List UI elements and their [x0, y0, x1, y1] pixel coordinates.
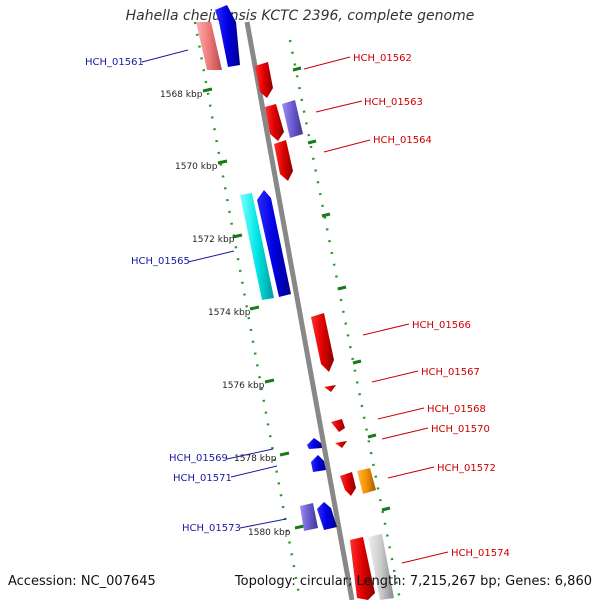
gene-label-hch-01561[interactable]: HCH_01561 [85, 57, 144, 68]
gene-glyph-hch-01561[interactable] [215, 5, 240, 67]
right-scale-ticks [292, 66, 391, 512]
gene-glyph-hch-01574[interactable] [350, 537, 375, 600]
gene-glyph[interactable] [300, 503, 318, 531]
gene-glyph-hch-01573[interactable] [317, 502, 337, 530]
left-scale-ticks [202, 87, 305, 530]
scale-label: 1570 kbp [175, 162, 218, 172]
gene-glyph[interactable] [357, 468, 376, 494]
left-guide-line [193, 21, 302, 600]
scale-label: 1572 kbp [192, 235, 235, 245]
scale-label: 1576 kbp [222, 381, 265, 391]
gene-glyph-hch-01571[interactable] [311, 455, 326, 472]
gene-label-hch-01569[interactable]: HCH_01569 [169, 453, 228, 464]
gene-label-hch-01566[interactable]: HCH_01566 [412, 320, 471, 331]
gene-label-hch-01572[interactable]: HCH_01572 [437, 463, 496, 474]
accession-text: Accession: NC_007645 [8, 574, 156, 589]
gene-glyph-hch-01562[interactable] [255, 62, 273, 98]
gene-label-hch-01570[interactable]: HCH_01570 [431, 424, 490, 435]
gene-label-hch-01567[interactable]: HCH_01567 [421, 367, 480, 378]
gene-glyph[interactable] [368, 534, 394, 600]
gene-glyph-hch-01572[interactable] [340, 472, 356, 496]
gene-label-hch-01565[interactable]: HCH_01565 [131, 256, 190, 267]
gene-label-hch-01564[interactable]: HCH_01564 [373, 135, 432, 146]
gene-glyph[interactable] [196, 22, 222, 70]
topology-text: Topology: circular; Length: 7,215,267 bp… [234, 574, 592, 589]
gene-label-hch-01568[interactable]: HCH_01568 [427, 404, 486, 415]
scale-label: 1574 kbp [208, 308, 251, 318]
scale-label: 1580 kbp [248, 528, 291, 538]
gene-glyph[interactable] [240, 193, 274, 300]
gene-glyph-hch-01566[interactable] [311, 313, 334, 372]
genome-backbone [244, 21, 355, 600]
gene-glyph-hch-01563[interactable] [265, 104, 284, 141]
gene-label-hch-01573[interactable]: HCH_01573 [182, 523, 241, 534]
scale-label: 1578 kbp [234, 454, 277, 464]
gene-glyph-hch-01568[interactable] [331, 419, 345, 432]
diagram-title: Hahella chejuensis KCTC 2396, complete g… [125, 8, 475, 24]
gene-glyph[interactable] [282, 100, 303, 138]
gene-glyph-hch-01564[interactable] [274, 140, 293, 181]
gene-label-hch-01563[interactable]: HCH_01563 [364, 97, 423, 108]
gene-label-hch-01574[interactable]: HCH_01574 [451, 548, 510, 559]
gene-glyph-hch-01565[interactable] [257, 190, 291, 297]
gene-glyph-hch-01567[interactable] [324, 385, 336, 392]
scale-label: 1568 kbp [160, 90, 203, 100]
gene-glyph-hch-01569[interactable] [307, 438, 322, 449]
gene-label-hch-01562[interactable]: HCH_01562 [353, 53, 412, 64]
gene-glyph-hch-01570[interactable] [335, 441, 347, 448]
gene-label-hch-01571[interactable]: HCH_01571 [173, 473, 232, 484]
